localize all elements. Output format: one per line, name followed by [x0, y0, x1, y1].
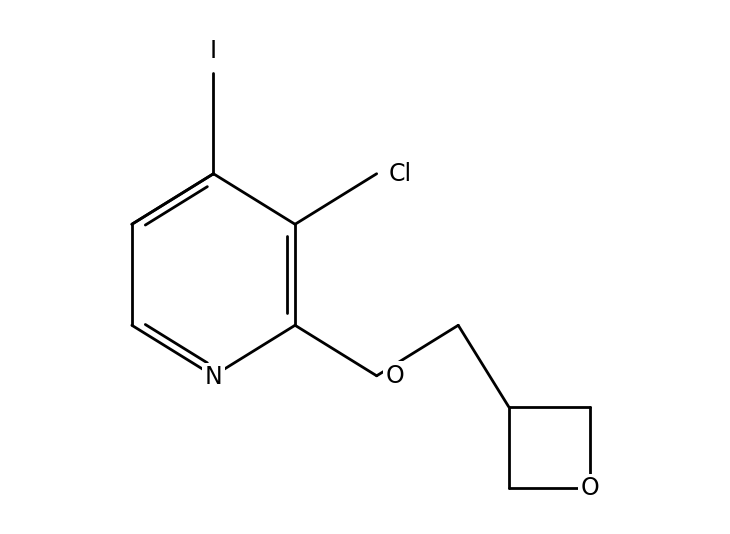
Text: O: O: [581, 476, 600, 500]
Text: O: O: [386, 364, 404, 388]
Text: Cl: Cl: [388, 162, 412, 186]
Text: N: N: [204, 365, 223, 389]
Text: I: I: [210, 40, 217, 64]
